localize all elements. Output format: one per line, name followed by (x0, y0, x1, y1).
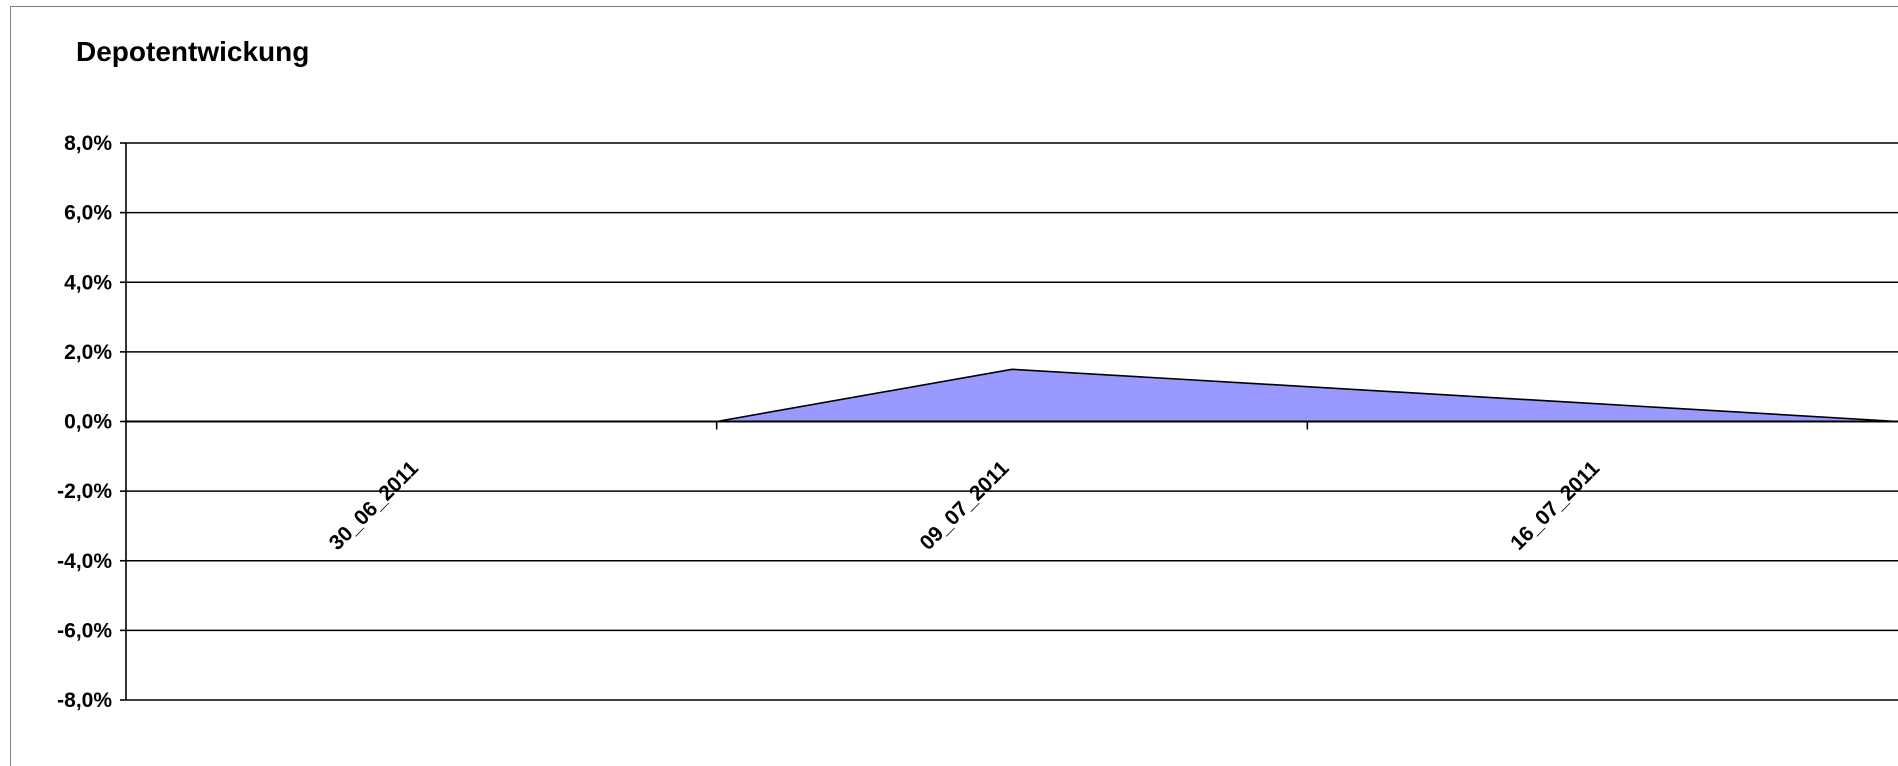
x-tick-label: 30_06_2011 (325, 457, 423, 555)
y-tick-label: -2,0% (57, 480, 112, 503)
axis-layer (120, 142, 1898, 701)
y-tick-label: 0,0% (64, 411, 112, 434)
y-tick-label: -8,0% (57, 689, 112, 712)
area-series (126, 368, 1898, 423)
y-tick-label: -4,0% (57, 550, 112, 573)
chart-title: Depotentwickung (76, 36, 310, 67)
area-layer (126, 368, 1898, 423)
y-tick-label: -6,0% (57, 619, 112, 642)
y-tick-label: 6,0% (64, 202, 112, 225)
chart-frame (10, 6, 1898, 766)
y-tick-labels: 8,0% 6,0% 4,0% 2,0% 0,0% -2,0% -4,0% -6,0% -8,0% (57, 132, 112, 712)
y-tick-label: 2,0% (64, 341, 112, 364)
x-tick-label: 16_07_2011 (1506, 457, 1604, 555)
y-tick-label: 4,0% (64, 271, 112, 294)
y-tick-label: 8,0% (64, 132, 112, 155)
x-tick-labels: 30_06_2011 09_07_2011 16_07_2011 (325, 457, 1605, 555)
x-tick-label: 09_07_2011 (916, 457, 1014, 555)
